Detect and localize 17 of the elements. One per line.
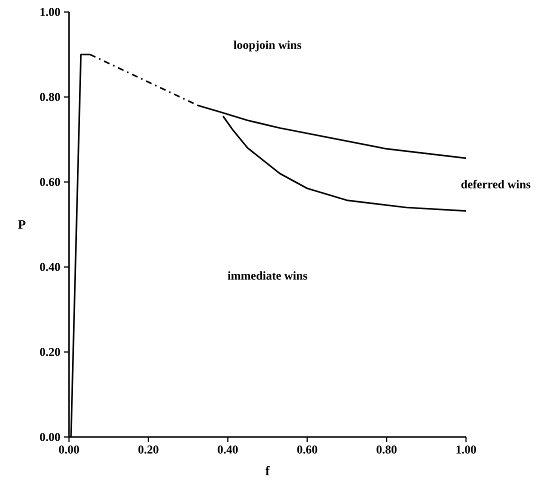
y-tick-label: 0.80: [40, 92, 60, 102]
annotation: loopjoin wins: [234, 40, 302, 52]
x-tick-label: 0.80: [376, 446, 397, 454]
x-tick-label: 0.00: [58, 446, 79, 454]
y-tick-label: 0.00: [40, 432, 60, 442]
x-tick-label: 0.60: [297, 446, 318, 454]
x-tick-label: 0.40: [218, 446, 238, 454]
y-tick-label: 0.20: [40, 348, 60, 356]
x-axis-title: f: [265, 466, 270, 476]
x-tick-label: 1.00: [456, 446, 476, 454]
y-tick-label: 0.60: [40, 178, 60, 186]
y-tick-label: 0.40: [40, 262, 60, 272]
y-tick-label: 1.00: [40, 8, 60, 16]
annotation: deferred wins: [461, 180, 530, 188]
y-axis-title: P: [18, 220, 26, 229]
x-tick-label: 0.20: [138, 446, 158, 454]
annotation: immediate wins: [228, 271, 308, 280]
